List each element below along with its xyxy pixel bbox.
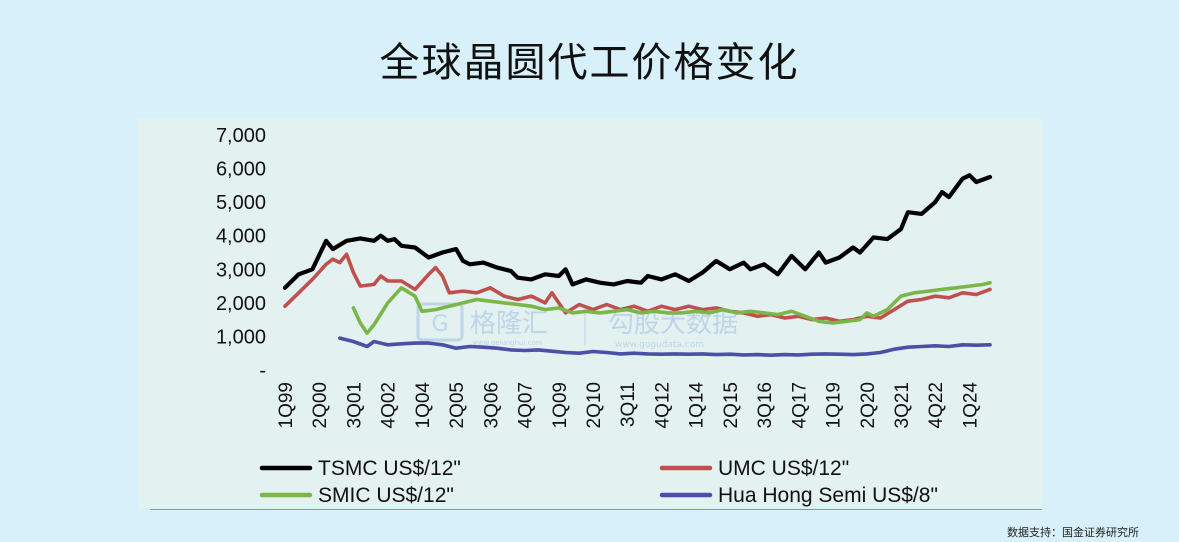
- x-tick-label: 4Q07: [516, 382, 537, 428]
- x-tick-label: 2Q15: [721, 382, 742, 428]
- x-tick-label: 4Q12: [652, 382, 673, 428]
- x-axis: 1Q99 2Q00 3Q01 4Q02 1Q04 2Q05 3Q06 4Q07 1Q09 2Q10…: [276, 382, 981, 429]
- x-tick-label: 1Q04: [413, 382, 434, 429]
- x-tick-label: 3Q01: [344, 382, 365, 428]
- legend-label: UMC US$/12": [718, 457, 849, 480]
- page-title: 全球晶圆代工价格变化: [379, 40, 800, 86]
- x-tick-label: 2Q20: [858, 382, 879, 428]
- series-line: [282, 173, 993, 290]
- y-tick-label: 6,000: [216, 159, 266, 181]
- y-tick-label: -: [259, 360, 266, 382]
- legend: TSMC US$/12" UMC US$/12" SMIC US$/12" Hua H…: [259, 457, 938, 507]
- x-tick-label: 3Q21: [892, 382, 913, 428]
- y-tick-label: 2,000: [216, 293, 266, 315]
- x-tick-label: 1Q99: [276, 382, 297, 428]
- series-line: [337, 336, 992, 358]
- watermark-logo-letter: G: [431, 312, 448, 337]
- x-tick-label: 3Q06: [481, 382, 502, 428]
- x-tick-label: 4Q17: [789, 382, 810, 428]
- watermark-left-url: www.gelonghui.com: [472, 339, 543, 347]
- watermark-logo-icon: [416, 302, 464, 342]
- x-tick-label: 1Q19: [824, 382, 845, 428]
- bottom-rule: [150, 509, 1042, 510]
- x-tick-label: 4Q22: [926, 382, 947, 428]
- watermark-left-brand: 格隆汇: [470, 309, 548, 339]
- legend-label: Hua Hong Semi US$/8": [718, 484, 938, 507]
- x-tick-label: 4Q02: [379, 382, 400, 428]
- x-tick-label: 3Q16: [755, 382, 776, 428]
- y-tick-label: 3,000: [216, 259, 266, 281]
- series-layer: [282, 173, 993, 358]
- x-tick-label: 1Q14: [687, 382, 708, 429]
- x-tick-label: 2Q10: [584, 382, 605, 428]
- y-axis: - 1,000 2,000 3,000 4,000 5,000 6,000 7,000: [216, 125, 266, 382]
- x-tick-label: 3Q11: [618, 382, 639, 427]
- x-tick-label: 1Q24: [960, 382, 981, 429]
- series-line: [351, 280, 992, 335]
- y-tick-label: 1,000: [216, 326, 266, 348]
- y-tick-label: 5,000: [216, 192, 266, 214]
- x-tick-label: 1Q09: [550, 382, 571, 428]
- y-tick-label: 7,000: [216, 125, 266, 147]
- watermark-right-url: www.gogudata.com: [615, 340, 704, 350]
- legend-label: TSMC US$/12": [318, 457, 461, 480]
- x-tick-label: 2Q00: [310, 382, 331, 428]
- y-tick-label: 4,000: [216, 226, 266, 248]
- x-tick-label: 2Q05: [447, 382, 468, 428]
- legend-label: SMIC US$/12": [318, 484, 454, 507]
- source-note: 数据支持：国金证券研究所: [1007, 526, 1139, 539]
